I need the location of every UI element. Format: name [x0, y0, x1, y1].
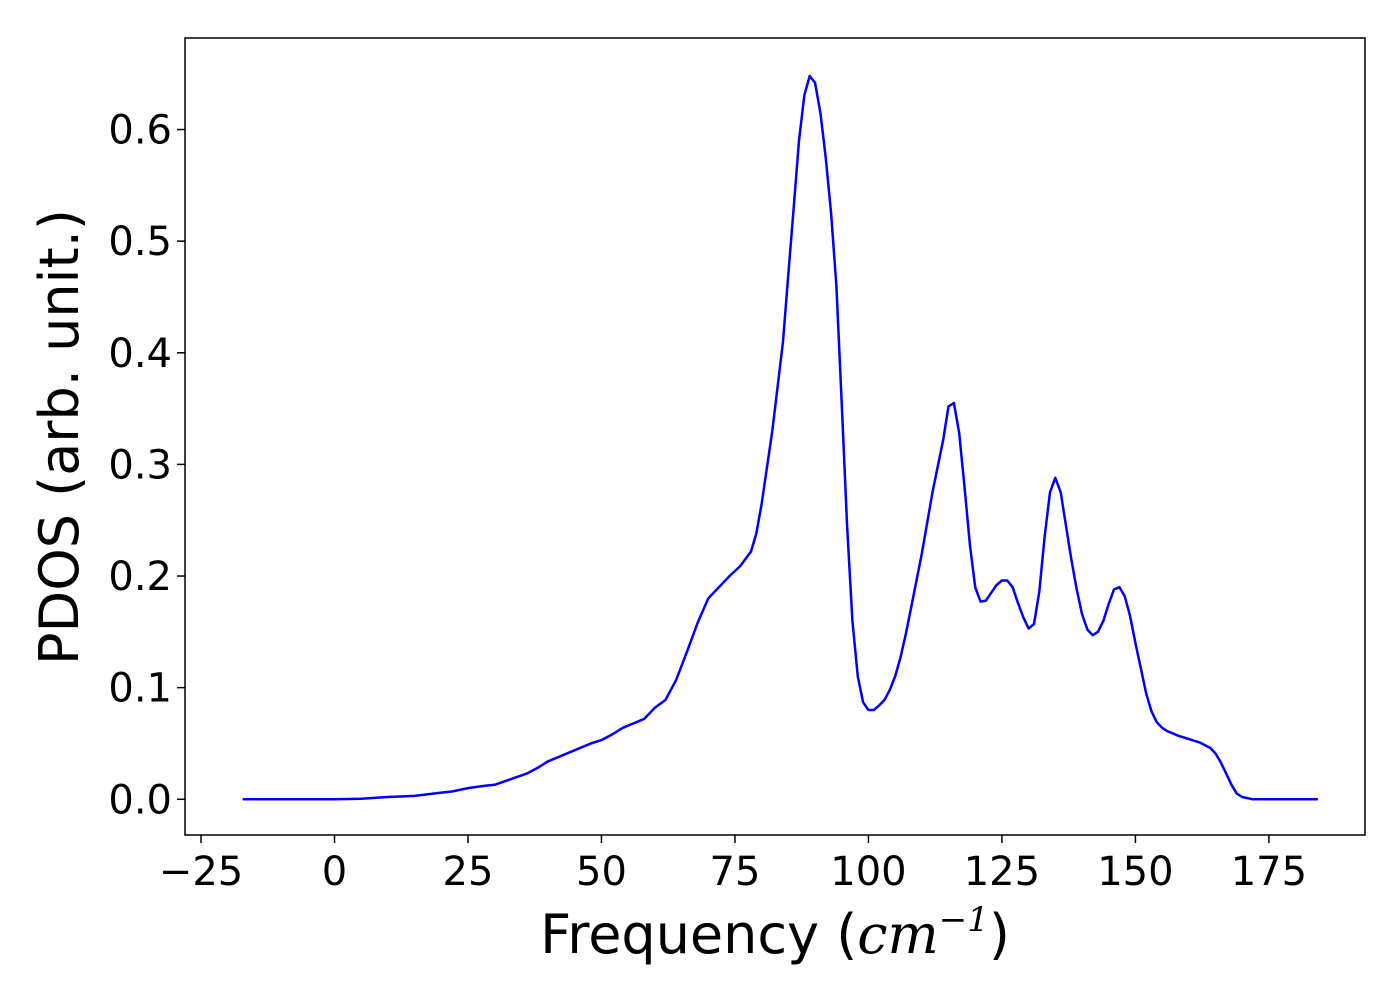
x-tick-label: 150: [1097, 849, 1173, 895]
y-tick-label: 0.4: [108, 331, 172, 377]
y-axis-label: PDOS (arb. unit.): [28, 209, 91, 665]
x-tick-label: 100: [830, 849, 906, 895]
y-tick-label: 0.2: [108, 554, 172, 600]
plot-area: [184, 37, 1366, 836]
x-axis: −25 0 25 50 75 100 125 150 175: [159, 835, 1307, 895]
y-tick-label: 0.3: [108, 442, 172, 488]
x-tick-label: 125: [964, 849, 1040, 895]
x-tick-label: 175: [1231, 849, 1307, 895]
y-axis: 0.0 0.1 0.2 0.3 0.4 0.5 0.6: [108, 108, 185, 823]
pdos-series-line: [242, 74, 1319, 801]
x-tick-label: 25: [443, 849, 494, 895]
x-tick-label: −25: [159, 849, 243, 895]
y-tick-label: 0.1: [108, 666, 172, 712]
x-tick-label: 0: [322, 849, 347, 895]
x-axis-label: Frequency (cm−1): [540, 900, 1010, 966]
x-tick-label: 75: [710, 849, 761, 895]
y-tick-label: 0.0: [108, 777, 172, 823]
y-tick-label: 0.6: [108, 108, 172, 154]
y-tick-label: 0.5: [108, 219, 172, 265]
x-tick-label: 50: [576, 849, 627, 895]
